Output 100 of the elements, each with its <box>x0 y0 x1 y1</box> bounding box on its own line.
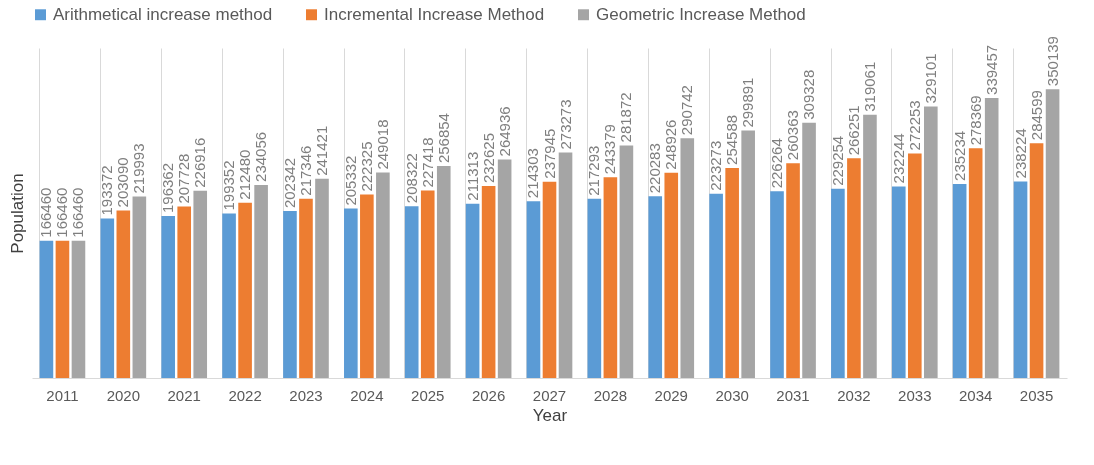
data-label: 222325 <box>357 141 375 192</box>
data-label: 203090 <box>114 157 132 208</box>
bar <box>847 158 861 378</box>
x-tick-label: 2025 <box>411 386 445 404</box>
bar <box>542 181 557 378</box>
bar <box>315 178 329 378</box>
bar <box>71 240 86 378</box>
bar <box>404 206 419 378</box>
x-axis-title: Year <box>532 405 568 425</box>
data-label: 339457 <box>982 44 1000 95</box>
bar <box>254 184 268 378</box>
data-label: 217346 <box>296 145 314 196</box>
bar <box>709 193 723 378</box>
bar <box>770 191 784 378</box>
bar <box>725 167 739 378</box>
legend-label: Geometric Increase Method <box>596 4 806 24</box>
data-label: 193372 <box>98 165 116 216</box>
data-label: 284599 <box>1027 90 1045 141</box>
data-label: 248926 <box>662 119 680 170</box>
bar <box>497 159 512 378</box>
bar <box>664 172 679 378</box>
x-tick-label: 2023 <box>289 386 323 404</box>
data-label: 232625 <box>479 133 497 184</box>
data-label: 329101 <box>921 53 939 104</box>
data-label: 309328 <box>800 69 818 120</box>
data-label: 278369 <box>966 95 984 146</box>
data-label: 217293 <box>585 145 603 196</box>
data-label: 196362 <box>159 162 177 213</box>
data-label: 238224 <box>1011 128 1029 179</box>
bar <box>344 208 358 378</box>
bar <box>603 177 618 378</box>
data-label: 256854 <box>434 113 452 164</box>
data-label: 350139 <box>1043 36 1061 87</box>
x-tick-label: 2011 <box>46 386 79 404</box>
x-tick-label: 2033 <box>898 386 932 404</box>
legend-label: Incremental Increase Method <box>324 4 545 24</box>
data-label: 281872 <box>617 92 635 143</box>
bar <box>952 183 967 378</box>
bar <box>1013 181 1028 378</box>
bar <box>420 190 435 378</box>
data-label: 226264 <box>768 138 786 189</box>
x-tick-label: 2027 <box>532 386 567 404</box>
data-label: 212480 <box>236 149 254 200</box>
x-tick-label: 2028 <box>593 386 628 404</box>
data-label: 227418 <box>418 137 436 188</box>
data-label: 241421 <box>312 125 330 176</box>
x-tick-label: 2030 <box>715 386 749 404</box>
bar <box>891 186 906 378</box>
data-label: 264936 <box>495 106 513 157</box>
x-tick-label: 2032 <box>837 386 871 404</box>
bar <box>193 190 208 378</box>
bar <box>283 211 297 378</box>
data-label: 214303 <box>524 148 542 199</box>
data-label: 266251 <box>844 105 862 156</box>
data-label: 166460 <box>69 187 87 238</box>
data-label: 205332 <box>341 155 359 206</box>
data-label: 260363 <box>784 110 802 161</box>
bar <box>1045 89 1060 378</box>
bar <box>299 198 313 378</box>
bar <box>648 196 663 378</box>
data-label: 319061 <box>860 61 878 112</box>
data-label: 234056 <box>252 131 270 182</box>
data-label: 254588 <box>723 114 741 165</box>
data-label: 235234 <box>950 130 968 181</box>
bar <box>100 218 115 378</box>
bar <box>376 172 390 378</box>
legend-label: Arithmetical increase method <box>53 4 273 24</box>
data-label: 226916 <box>191 137 209 188</box>
bar <box>741 130 755 378</box>
bar <box>360 194 374 378</box>
data-label: 272253 <box>905 100 923 151</box>
data-label: 273273 <box>556 99 574 150</box>
x-tick-label: 2034 <box>958 386 993 404</box>
data-label: 237945 <box>540 128 558 179</box>
x-tick-label: 2029 <box>654 386 688 404</box>
bar <box>116 210 131 378</box>
bar <box>222 213 236 378</box>
bar <box>1029 143 1044 378</box>
bar <box>55 240 70 378</box>
bar <box>968 148 983 378</box>
x-tick-label: 2020 <box>106 386 141 404</box>
data-label: 290742 <box>678 85 696 136</box>
data-label: 249018 <box>373 119 391 170</box>
x-tick-label: 2022 <box>228 386 262 404</box>
x-tick-label: 2024 <box>350 386 384 404</box>
data-label: 223273 <box>707 140 725 191</box>
y-axis-title: Population <box>7 173 27 254</box>
bar <box>802 122 816 378</box>
data-label: 220283 <box>646 143 664 194</box>
bar <box>831 188 845 378</box>
x-tick-label: 2026 <box>471 386 506 404</box>
x-tick-label: 2035 <box>1019 386 1054 404</box>
bar <box>526 201 541 378</box>
data-label: 211313 <box>463 151 481 201</box>
bar <box>984 97 999 378</box>
bar <box>907 153 922 378</box>
bar <box>680 138 695 378</box>
data-label: 202342 <box>280 158 298 209</box>
data-label: 243379 <box>601 124 619 175</box>
bar <box>132 196 147 378</box>
